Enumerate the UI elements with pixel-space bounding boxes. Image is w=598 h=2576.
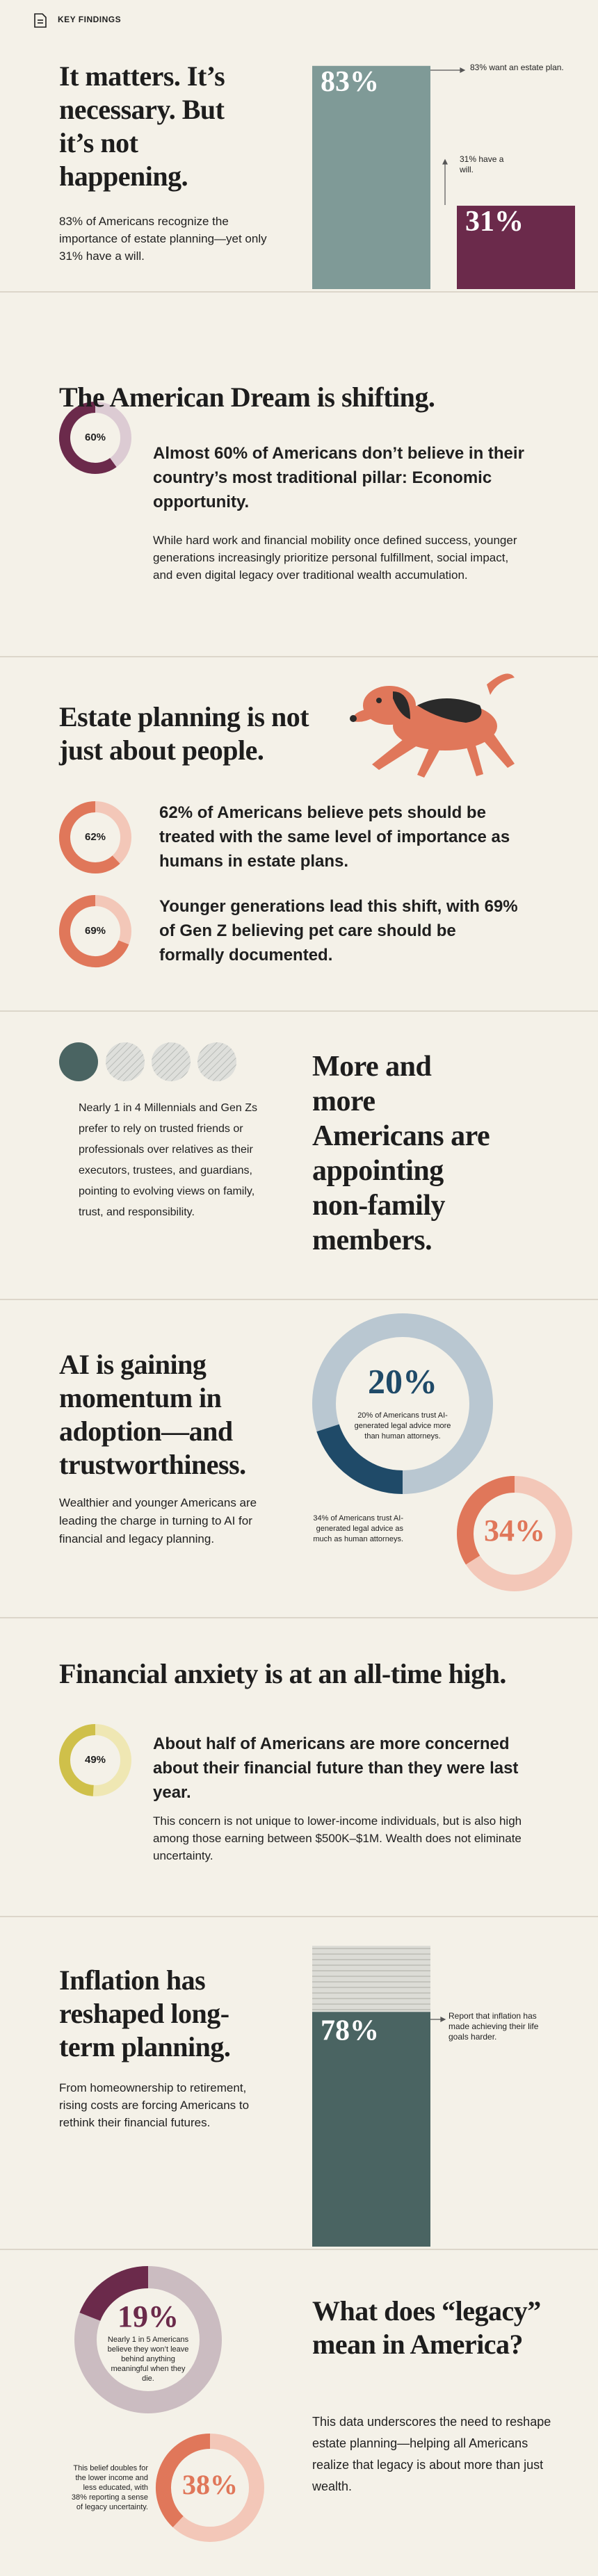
- section-title: Financial anxiety is at an all-time high…: [59, 1658, 506, 1689]
- donut-label: 34%: [484, 1513, 545, 1548]
- donut-arc: [59, 402, 117, 474]
- section-title: Estate planning is not just about people…: [59, 701, 309, 766]
- connectors: [430, 67, 466, 2022]
- section-lead: Almost 60% of Americans don’t believe in…: [153, 444, 524, 511]
- bar-note: Report that inflation has made achieving…: [448, 2011, 539, 2042]
- stat-note: This belief doubles for the lower income…: [71, 2464, 148, 2511]
- bar-note: 83% want an estate plan.: [470, 63, 564, 72]
- section-title: AI is gaining momentum in adoption—and t…: [59, 1349, 246, 1480]
- section-body: Nearly 1 in 4 Millennials and Gen Zs pre…: [79, 1102, 258, 1218]
- donut-label: 20%: [368, 1361, 437, 1400]
- donut-arc: [79, 2266, 149, 2322]
- donut-label: 19%: [118, 2299, 179, 2333]
- donut-arc: [156, 2434, 211, 2527]
- section-title: Inflation has reshaped long-term plannin…: [59, 1964, 231, 2062]
- section-body: While hard work and financial mobility o…: [153, 534, 517, 582]
- donut-label: 62%: [85, 831, 106, 843]
- section-body: From homeownership to retirement, rising…: [59, 2081, 250, 2129]
- section-title: The American Dream is shifting.: [59, 382, 435, 413]
- donut-arc: [457, 1476, 515, 1565]
- section-body: This data underscores the need to reshap…: [312, 2415, 551, 2493]
- header-icon: [34, 13, 47, 28]
- bar-note: 31% have a will.: [460, 154, 504, 174]
- bar: [457, 206, 575, 289]
- donut-backdrop: [156, 2434, 264, 2542]
- donut-backdrop: [457, 1476, 572, 1591]
- section-body: This concern is not unique to lower-inco…: [153, 1814, 522, 1862]
- stat-text: Younger generations lead this shift, wit…: [159, 897, 518, 965]
- donut-arc: [59, 801, 120, 873]
- stat-note: 20% of Americans trust AI-generated lega…: [354, 1411, 451, 1441]
- bar: [312, 2012, 430, 2247]
- stat-note: Nearly 1 in 5 Americans believe they won…: [107, 2336, 189, 2383]
- bar: [312, 65, 430, 289]
- bar-label: 31%: [465, 206, 524, 238]
- dividers: [0, 291, 598, 2250]
- bar-label: 78%: [321, 2015, 379, 2046]
- donut-label: 69%: [85, 925, 106, 937]
- donut-arc: [59, 895, 129, 967]
- bar-label: 83%: [321, 66, 379, 98]
- dog-illustration: [350, 673, 515, 778]
- section-body: Wealthier and younger Americans are lead…: [59, 1496, 257, 1545]
- section-body: 83% of Americans recognize the importanc…: [59, 215, 267, 263]
- donut-arc: [59, 1724, 96, 1796]
- section-lead: About half of Americans are more concern…: [153, 1734, 519, 1802]
- section-title: More and more Americans are appointing n…: [312, 1051, 490, 1256]
- donut-label: 38%: [182, 2469, 238, 2500]
- section-title: It matters. It’s necessary. But it’s not…: [59, 60, 225, 192]
- donut-label: 49%: [85, 1754, 106, 1766]
- people-icons: [59, 1042, 236, 1081]
- donut-label: 60%: [85, 432, 106, 443]
- section-title: What does “legacy” mean in America?: [312, 2295, 541, 2360]
- section-kicker: KEY FINDINGS: [58, 15, 122, 24]
- stat-note: 34% of Americans trust AI-generated lega…: [313, 1514, 403, 1543]
- donut-arc: [316, 1424, 403, 1494]
- stat-text: 62% of Americans believe pets should be …: [159, 803, 510, 871]
